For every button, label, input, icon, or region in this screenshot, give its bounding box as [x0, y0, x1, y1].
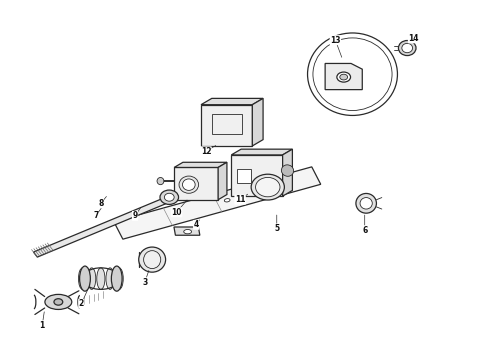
Text: 9: 9	[132, 211, 138, 220]
Polygon shape	[231, 155, 283, 196]
Text: 11: 11	[235, 195, 245, 204]
Text: 8: 8	[98, 199, 103, 208]
Ellipse shape	[313, 38, 392, 111]
Polygon shape	[174, 227, 200, 235]
Ellipse shape	[224, 199, 230, 202]
Ellipse shape	[308, 33, 397, 116]
Text: 3: 3	[142, 278, 147, 287]
Ellipse shape	[337, 72, 350, 82]
Ellipse shape	[160, 190, 178, 204]
Ellipse shape	[111, 266, 122, 291]
Polygon shape	[201, 98, 263, 105]
Polygon shape	[252, 98, 263, 146]
Bar	[237, 169, 251, 183]
Ellipse shape	[115, 268, 123, 289]
Ellipse shape	[175, 212, 181, 216]
Polygon shape	[325, 63, 362, 90]
Text: 7: 7	[93, 211, 98, 220]
Ellipse shape	[79, 266, 90, 291]
Ellipse shape	[106, 268, 114, 289]
Polygon shape	[33, 198, 167, 257]
Polygon shape	[114, 167, 321, 239]
Ellipse shape	[144, 251, 161, 269]
Ellipse shape	[264, 188, 270, 191]
Ellipse shape	[54, 299, 63, 305]
Text: 10: 10	[172, 208, 182, 217]
Ellipse shape	[157, 177, 164, 185]
Ellipse shape	[45, 294, 72, 310]
Text: 4: 4	[194, 220, 199, 229]
Ellipse shape	[256, 177, 280, 197]
Text: 12: 12	[201, 147, 211, 156]
Ellipse shape	[340, 74, 347, 80]
Ellipse shape	[356, 193, 376, 213]
Text: 14: 14	[408, 34, 419, 43]
Bar	[212, 114, 242, 134]
Polygon shape	[283, 149, 293, 196]
Ellipse shape	[184, 230, 192, 234]
Polygon shape	[201, 105, 252, 146]
Ellipse shape	[97, 268, 105, 289]
Ellipse shape	[281, 165, 294, 176]
Polygon shape	[174, 162, 227, 167]
Text: 6: 6	[362, 226, 368, 235]
Ellipse shape	[360, 198, 372, 209]
Text: 5: 5	[274, 224, 279, 233]
Polygon shape	[174, 167, 218, 200]
Ellipse shape	[182, 179, 195, 190]
Text: 2: 2	[79, 299, 84, 308]
Ellipse shape	[139, 247, 166, 272]
Ellipse shape	[164, 193, 174, 201]
Ellipse shape	[402, 43, 413, 53]
Ellipse shape	[398, 41, 416, 55]
Text: 1: 1	[40, 321, 45, 330]
Ellipse shape	[88, 268, 96, 289]
Polygon shape	[218, 162, 227, 200]
Ellipse shape	[179, 176, 198, 193]
Polygon shape	[231, 149, 293, 155]
Ellipse shape	[251, 174, 284, 200]
Text: 13: 13	[330, 36, 341, 45]
Ellipse shape	[78, 268, 87, 289]
